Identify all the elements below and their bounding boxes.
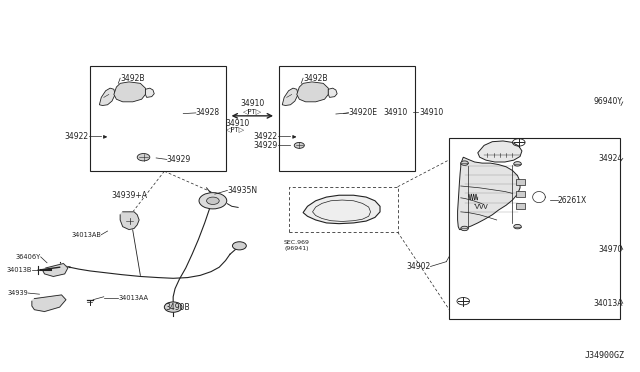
Bar: [279, 66, 415, 171]
Polygon shape: [32, 295, 66, 311]
Text: 34928: 34928: [196, 108, 220, 118]
Bar: [449, 138, 620, 319]
Polygon shape: [328, 88, 337, 97]
Text: 34910: 34910: [225, 119, 250, 128]
Circle shape: [137, 154, 150, 161]
Circle shape: [514, 161, 522, 166]
Text: 34910: 34910: [240, 99, 264, 109]
Circle shape: [207, 197, 219, 205]
Text: 34920E: 34920E: [349, 108, 378, 118]
Text: 3490B: 3490B: [166, 302, 191, 312]
Circle shape: [514, 224, 522, 229]
Bar: [516, 179, 525, 185]
Text: 34929: 34929: [253, 141, 278, 150]
Text: 34013AA: 34013AA: [118, 295, 148, 301]
Text: 34910: 34910: [419, 108, 444, 117]
Text: 34939: 34939: [7, 290, 28, 296]
Text: 34013B: 34013B: [6, 267, 32, 273]
Polygon shape: [145, 88, 154, 97]
Text: 34970: 34970: [598, 245, 623, 254]
Text: 96940Y: 96940Y: [594, 97, 623, 106]
Circle shape: [232, 242, 246, 250]
Polygon shape: [478, 141, 522, 162]
Text: ◁PT▷: ◁PT▷: [243, 108, 262, 114]
Bar: [90, 66, 225, 171]
Text: 3492B: 3492B: [303, 74, 328, 83]
Polygon shape: [43, 263, 68, 276]
Text: 34922: 34922: [65, 132, 89, 141]
Text: 34013A: 34013A: [593, 299, 623, 308]
Polygon shape: [99, 88, 115, 106]
Text: 36406Y: 36406Y: [15, 254, 41, 260]
Circle shape: [164, 302, 182, 312]
Text: 34922: 34922: [253, 132, 278, 141]
Polygon shape: [458, 157, 520, 230]
Polygon shape: [114, 82, 145, 102]
Text: ◁PT▷: ◁PT▷: [225, 126, 244, 132]
Text: 34924: 34924: [598, 154, 623, 163]
Text: SEC.969
(96941): SEC.969 (96941): [284, 240, 310, 251]
Polygon shape: [303, 195, 380, 224]
Circle shape: [461, 161, 468, 165]
Text: J34900GZ: J34900GZ: [585, 350, 625, 360]
Text: 26261X: 26261X: [558, 196, 587, 205]
Text: 34013AB: 34013AB: [72, 232, 101, 238]
Text: 34929: 34929: [167, 155, 191, 164]
Text: 34935N: 34935N: [227, 186, 257, 195]
Bar: [516, 191, 525, 197]
Circle shape: [294, 142, 305, 148]
Polygon shape: [297, 82, 328, 102]
Polygon shape: [120, 212, 139, 230]
Polygon shape: [282, 88, 298, 106]
Text: 34902: 34902: [406, 262, 431, 271]
Bar: [516, 203, 525, 209]
Text: 34910: 34910: [383, 108, 408, 118]
Circle shape: [461, 226, 468, 231]
Circle shape: [199, 193, 227, 209]
Text: 34939+A: 34939+A: [111, 191, 147, 200]
Text: 3492B: 3492B: [120, 74, 145, 83]
